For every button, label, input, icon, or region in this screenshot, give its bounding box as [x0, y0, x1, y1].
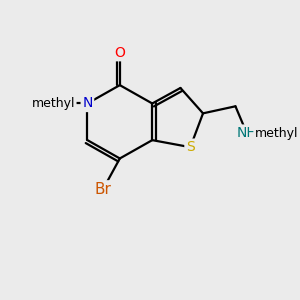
Text: NH: NH: [236, 126, 257, 140]
Text: S: S: [186, 140, 195, 154]
Text: methyl: methyl: [32, 97, 75, 110]
Text: N: N: [82, 97, 93, 110]
Text: Br: Br: [94, 182, 111, 197]
Text: O: O: [114, 46, 125, 60]
Text: methyl: methyl: [255, 127, 298, 140]
